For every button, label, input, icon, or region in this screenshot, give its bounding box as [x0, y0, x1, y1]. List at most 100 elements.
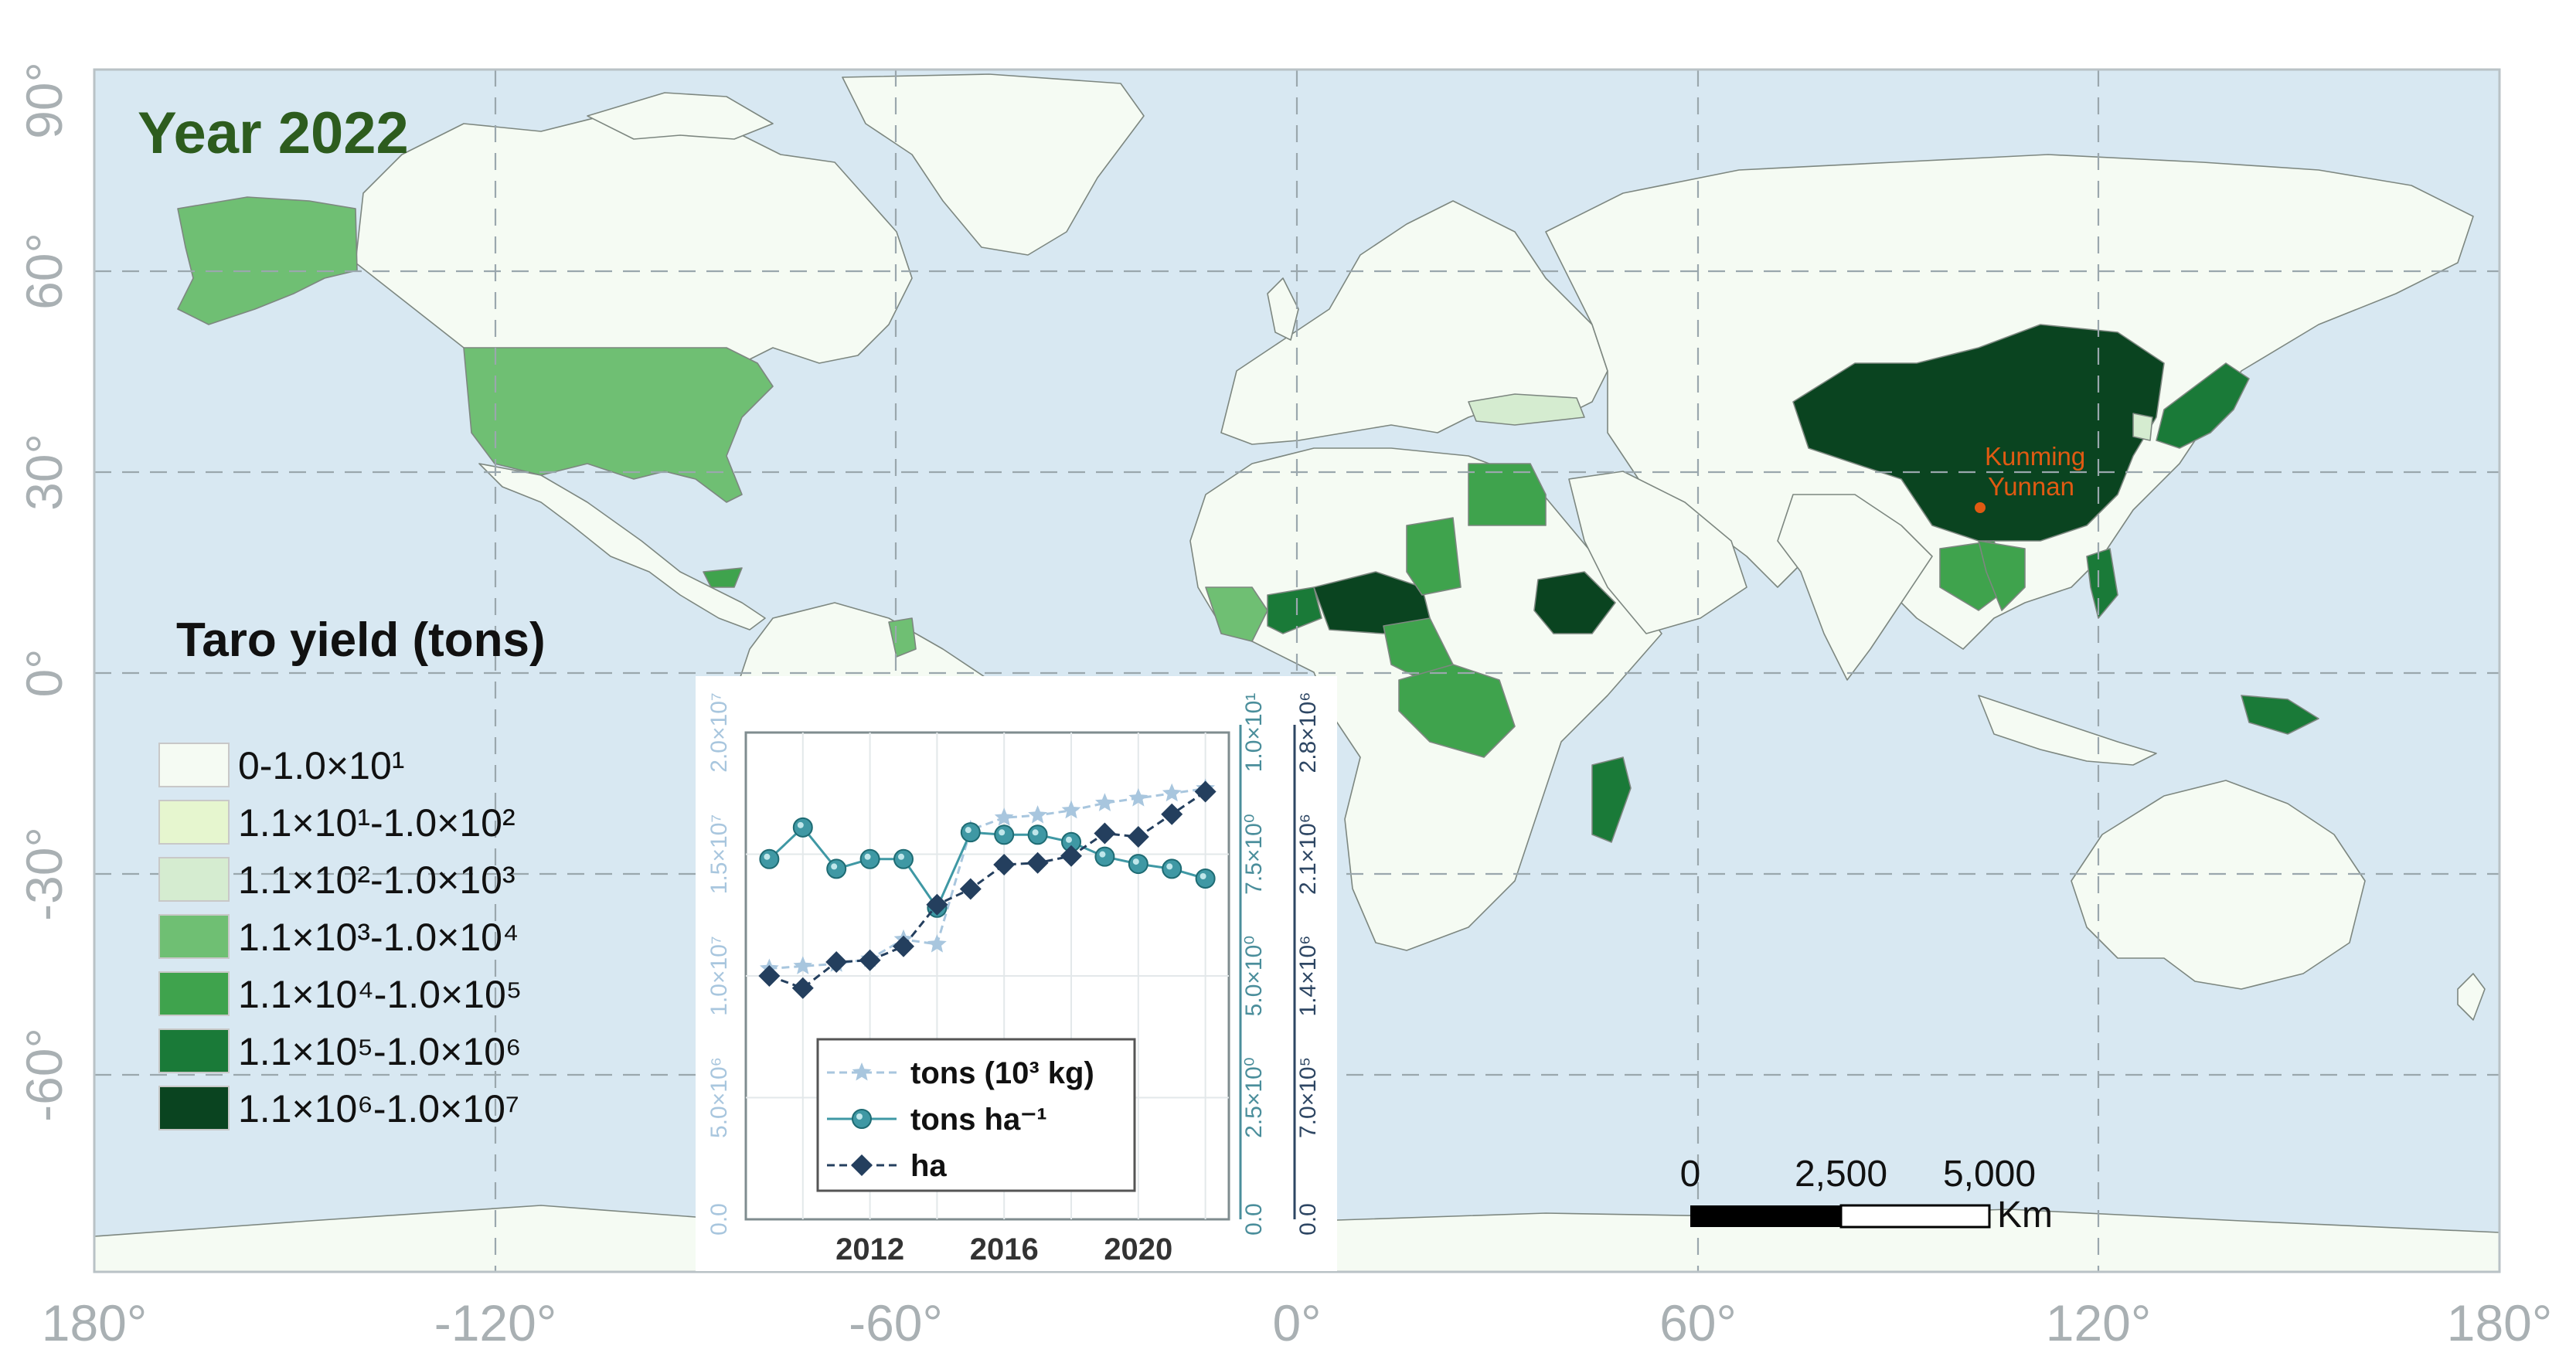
scale-bar: 0 2,500 5,000 Km — [1680, 1154, 2053, 1236]
inset-legend-marker-star — [852, 1062, 872, 1081]
scalebar-tick-5000: 5,000 — [1943, 1154, 2036, 1195]
data-point-circle-highlight — [764, 853, 771, 860]
land-ethiopia — [1533, 571, 1616, 634]
land-alaska — [177, 196, 358, 325]
data-point-diamond — [959, 878, 982, 900]
map-frame — [93, 68, 2501, 1273]
data-point-star — [1061, 800, 1081, 819]
data-point-circle-highlight — [999, 829, 1006, 836]
land-philippines — [2086, 548, 2118, 619]
scalebar-white — [1839, 1204, 1991, 1229]
land-madagascar — [1591, 756, 1632, 843]
land-japan — [2156, 362, 2250, 449]
data-point-diamond — [758, 965, 781, 987]
data-point-circle — [994, 824, 1015, 845]
legend-swatch — [158, 857, 230, 902]
land-west-africa — [1205, 586, 1268, 642]
data-point-circle-highlight — [1066, 836, 1073, 843]
inset-tick-left: 2.0×10⁷ — [706, 692, 732, 772]
scalebar-black — [1690, 1205, 1841, 1227]
land-usa — [463, 347, 774, 503]
inset-tick-right: 0.0 — [1295, 1203, 1321, 1236]
data-point-circle — [792, 817, 813, 838]
lon-label-neg120: -120° — [434, 1294, 557, 1351]
lon-label-60: 60° — [1659, 1294, 1737, 1351]
data-point-circle-highlight — [1099, 851, 1106, 858]
inset-legend-label: tons (10³ kg) — [910, 1056, 1094, 1090]
inset-legend-label: tons ha⁻¹ — [910, 1103, 1047, 1137]
data-point-circle — [1027, 824, 1048, 845]
land-china — [1792, 324, 2165, 542]
inset-tick-middle: 2.5×10⁰ — [1241, 1057, 1267, 1138]
lat-label-neg30: -30° — [15, 827, 73, 921]
data-point-diamond — [1127, 826, 1149, 848]
data-point-star — [1162, 783, 1182, 802]
legend-swatch — [158, 800, 230, 845]
city-region: Yunnan — [1988, 472, 2074, 501]
lat-label-60: 60° — [15, 233, 73, 310]
data-point-diamond — [993, 854, 1016, 875]
data-point-circle — [960, 822, 981, 843]
inset-legend-marker-circle — [852, 1109, 872, 1129]
lon-label-180e: 180° — [2447, 1294, 2553, 1351]
lat-label-90: 90° — [15, 62, 73, 139]
inset-tick-left: 1.0×10⁷ — [706, 936, 732, 1015]
inset-tick-right: 2.1×10⁶ — [1295, 814, 1321, 895]
data-point-star — [793, 956, 813, 974]
legend-swatch — [158, 743, 230, 787]
data-point-star — [1095, 793, 1114, 811]
data-point-circle-highlight — [831, 863, 838, 870]
legend-label: 1.1×10⁴-1.0×10⁵ — [238, 973, 522, 1016]
land-greenland — [842, 73, 1145, 256]
inset-tick-right: 7.0×10⁵ — [1295, 1057, 1321, 1138]
land-vietnam — [1978, 540, 2026, 611]
scalebar-unit: Km — [1997, 1195, 2053, 1236]
data-point-circle — [893, 848, 914, 869]
data-point-circle-highlight — [965, 827, 972, 834]
inset-chart: 0.0 5.0×10⁶ 1.0×10⁷ 1.5×10⁷ 2.0×10⁷ 0.0 2.5×10… — [696, 676, 1337, 1271]
colored-countries — [177, 196, 2319, 843]
legend-swatch — [158, 1086, 230, 1130]
land-central-america — [703, 567, 743, 588]
lon-label-neg60: -60° — [849, 1294, 943, 1351]
data-point-diamond — [1194, 780, 1217, 803]
land-chad — [1406, 517, 1462, 596]
map-title: Year 2022 — [138, 100, 409, 166]
scalebar-tick-2500: 2,500 — [1795, 1154, 1887, 1195]
data-point-circle — [859, 848, 880, 869]
legend-label: 0-1.0×10¹ — [238, 744, 404, 787]
series-line-star — [769, 787, 1206, 970]
land-indonesia — [1978, 695, 2157, 766]
data-point-diamond — [926, 893, 948, 916]
land-uk — [1267, 277, 1299, 341]
city-name: Kunming — [1985, 442, 2085, 471]
data-point-star — [927, 934, 947, 953]
land-drc — [1398, 664, 1516, 758]
inset-legend-marker-diamond — [851, 1154, 873, 1176]
legend-label: 1.1×10⁶-1.0×10⁷ — [238, 1087, 519, 1130]
data-point-diamond — [892, 935, 914, 957]
legend-swatch — [158, 1028, 230, 1073]
land-arabia — [1568, 471, 1747, 634]
inset-tick-left: 1.5×10⁷ — [706, 814, 732, 894]
data-point-circle-highlight — [1132, 858, 1139, 865]
inset-x-tick: 2016 — [970, 1232, 1039, 1266]
data-point-circle-highlight — [864, 853, 871, 860]
data-point-circle — [759, 848, 780, 869]
land-egypt — [1468, 463, 1547, 526]
land-png — [2241, 695, 2319, 735]
lat-label-neg60: -60° — [15, 1028, 73, 1122]
land-arctic-islands — [587, 92, 774, 140]
inset-legend-label: ha — [910, 1149, 947, 1183]
lat-label-0: 0° — [15, 648, 73, 697]
land-australia — [2071, 780, 2366, 990]
land-korea — [2132, 413, 2153, 441]
land-mexico — [478, 463, 766, 631]
legend-swatch — [158, 971, 230, 1016]
legend-label: 1.1×10⁵-1.0×10⁶ — [238, 1030, 522, 1073]
lon-label-0: 0° — [1272, 1294, 1321, 1351]
data-point-circle-highlight — [1032, 829, 1039, 836]
kunming-marker-icon — [1975, 502, 1986, 513]
inset-tick-left: 0.0 — [706, 1203, 732, 1236]
